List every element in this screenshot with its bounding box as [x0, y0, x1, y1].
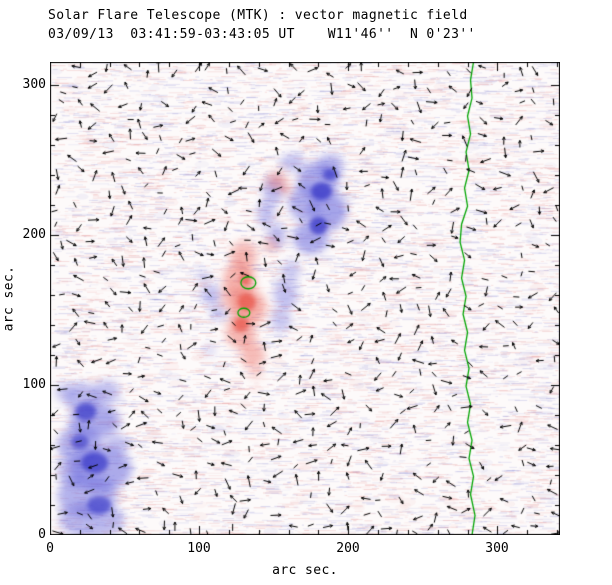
- magnetogram-canvas: [50, 62, 560, 535]
- x-tick-label-300: 300: [485, 541, 509, 556]
- figure-subtitle: 03/09/13 03:41:59-03:43:05 UT W11'46'' N…: [48, 27, 476, 42]
- figure-title: Solar Flare Telescope (MTK) : vector mag…: [48, 8, 468, 23]
- x-tick-label-100: 100: [187, 541, 211, 556]
- x-axis-label: arc sec.: [272, 563, 338, 578]
- y-tick-label-100: 100: [22, 377, 46, 392]
- x-tick-label-200: 200: [336, 541, 360, 556]
- y-axis-label: arc sec.: [1, 265, 17, 332]
- y-tick-label-0: 0: [38, 527, 46, 542]
- plot-area: [50, 62, 560, 535]
- y-tick-label-300: 300: [22, 77, 46, 92]
- x-tick-label-0: 0: [46, 541, 54, 556]
- y-tick-label-200: 200: [22, 227, 46, 242]
